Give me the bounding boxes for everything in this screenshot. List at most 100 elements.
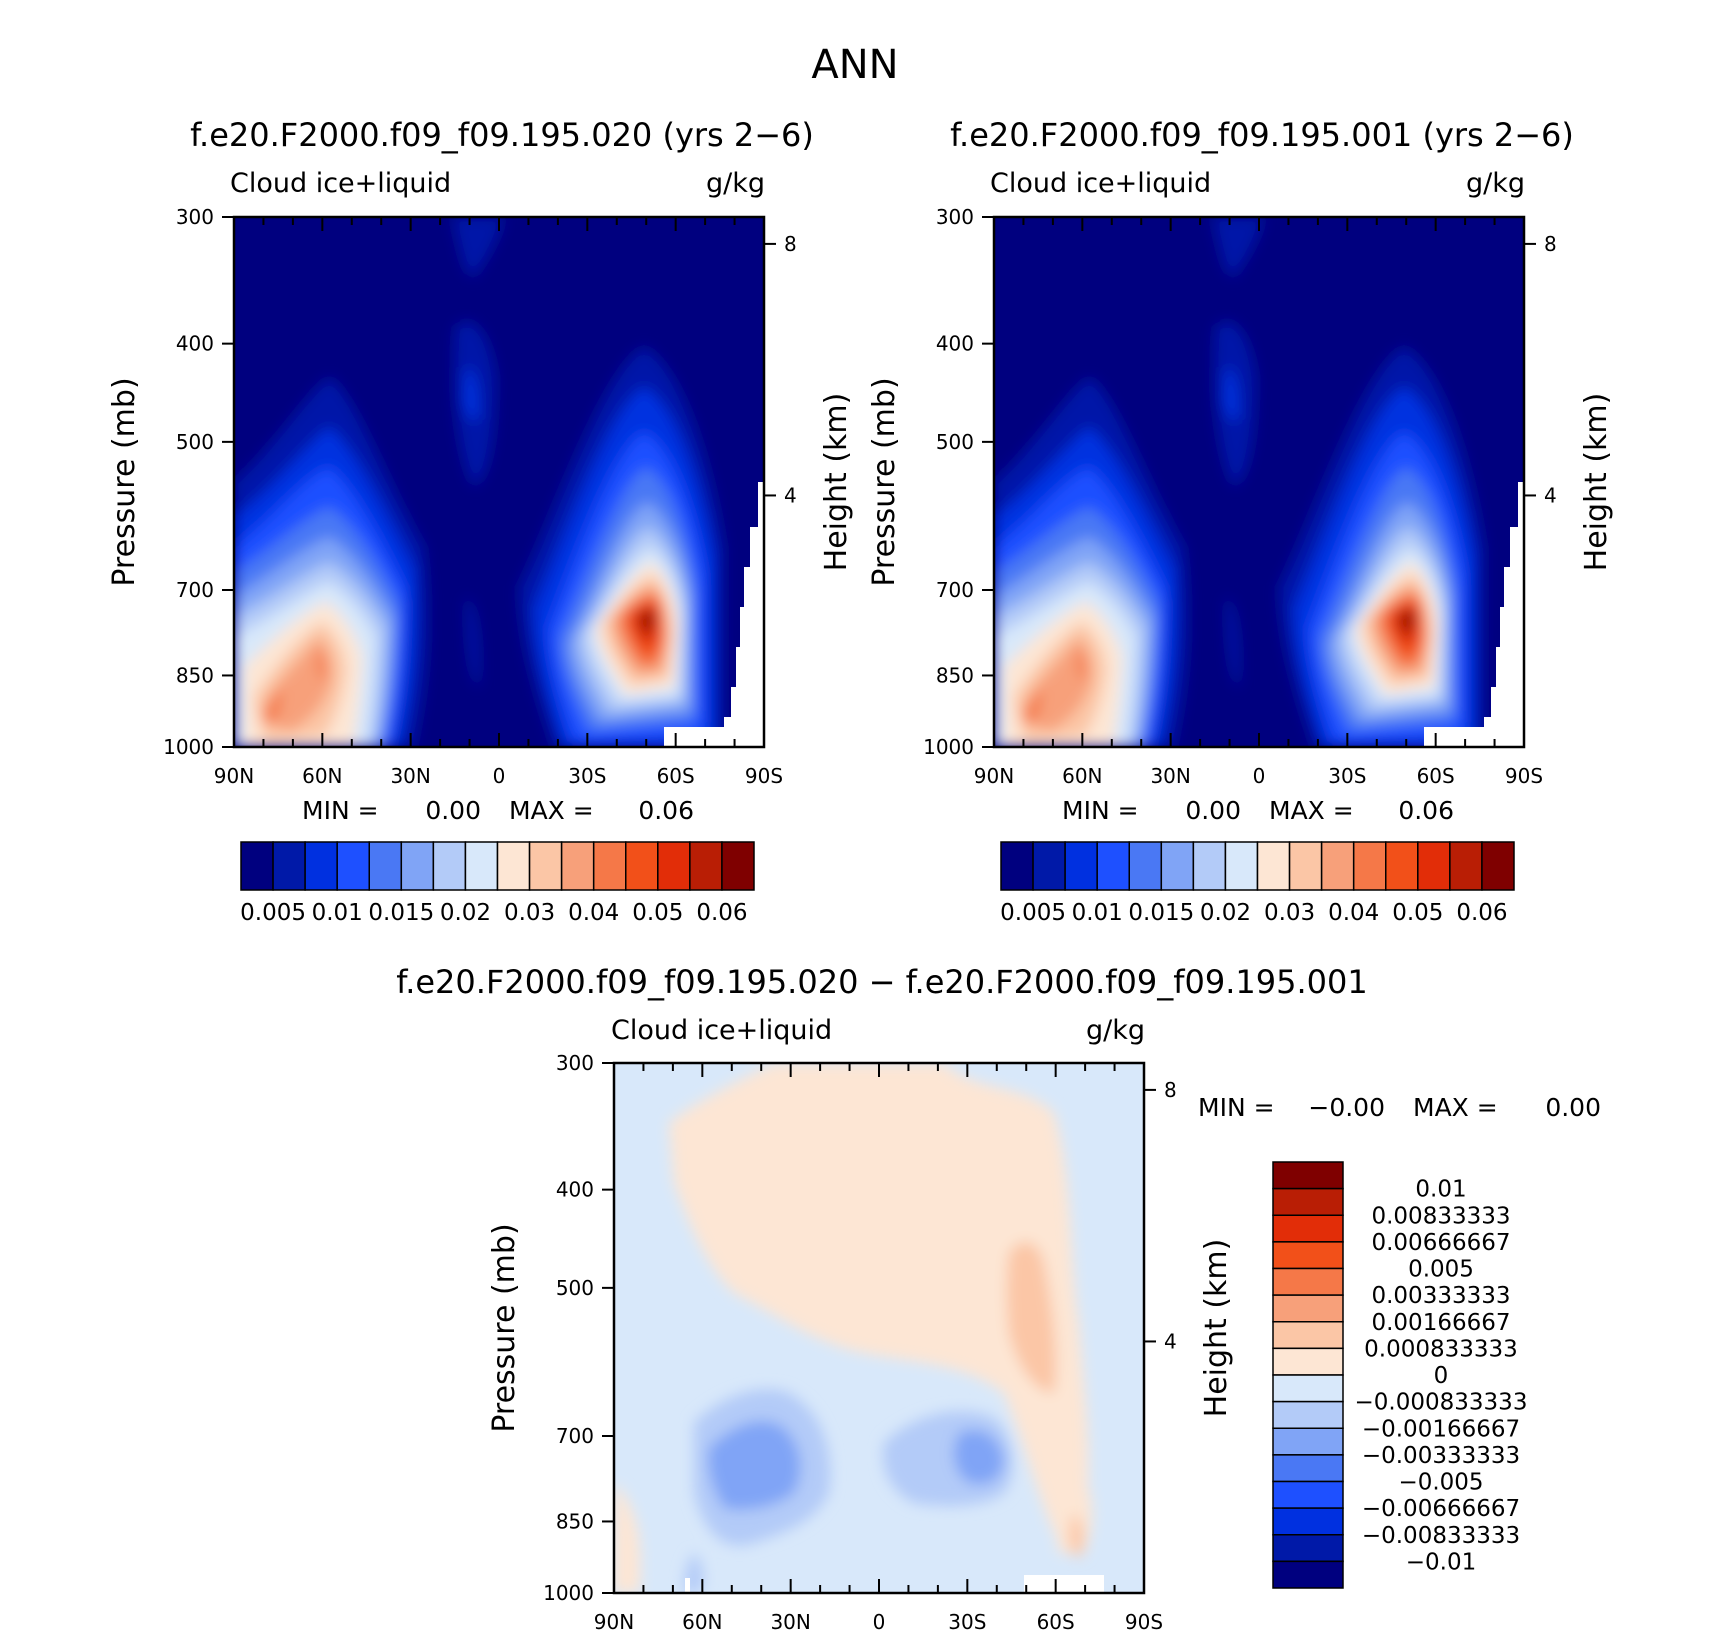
panel-3-min-value: −0.00: [1308, 1093, 1385, 1122]
panel-2-y2-tick-label: 4: [1544, 483, 1557, 507]
panel-2-colorbar-label: 0.01: [1072, 900, 1123, 926]
panel-2-variable-label: Cloud ice+liquid: [990, 168, 1211, 199]
panel-3-colorbar-box: [1272, 1560, 1344, 1589]
panel-2-y2-axis-title: Height (km): [1579, 393, 1614, 572]
panel-3-x-tick-label: 60N: [682, 1610, 722, 1634]
panel-1-x-tick-label: 90S: [745, 764, 783, 788]
panel-1-colorbar-box: [240, 841, 274, 891]
figure-title: ANN: [811, 42, 898, 88]
panel-2-colorbar-label: 0.05: [1392, 900, 1443, 926]
panel-1-colorbar-label: 0.05: [632, 900, 683, 926]
panel-2-colorbar-box: [1288, 841, 1323, 891]
panel-3-max-label: MAX =: [1413, 1093, 1498, 1122]
panel-1-contour-nh-012: [264, 689, 282, 727]
panel-2-missing-data-edge: [1424, 482, 1524, 747]
panel-3-max-value: 0.00: [1545, 1093, 1601, 1122]
panel-1-y2-tick-label: 4: [784, 483, 797, 507]
panel-3-y-tick-label: 300: [556, 1051, 594, 1075]
panel-2-min-label: MIN =: [1062, 796, 1139, 825]
panel-1-x-tick-label: 90N: [214, 764, 254, 788]
panel-2-contour-nh-011: [1077, 647, 1087, 682]
panel-2-y-tick-label: 500: [936, 430, 974, 454]
panel-2-x-tick-label: 60S: [1417, 764, 1455, 788]
panel-3-colorbar-box: [1272, 1267, 1344, 1296]
panel-2-y-axis-title: Pressure (mb): [867, 377, 902, 586]
panel-3-x-tick-label: 90S: [1125, 1610, 1163, 1634]
panel-3-contour-pos-002: [614, 1483, 641, 1593]
panel-3-colorbar-label: 0.00666667: [1371, 1230, 1510, 1256]
panel-2-y-tick-label: 400: [936, 332, 974, 356]
panel-2: f.e20.F2000.f09_f09.195.001 (yrs 2−6) Cl…: [867, 116, 1614, 926]
panel-3: f.e20.F2000.f09_f09.195.020 − f.e20.F200…: [396, 963, 1601, 1634]
panel-1-colorbar-label: 0.06: [696, 900, 747, 926]
panel-3-colorbar-box: [1272, 1347, 1344, 1376]
panel-1-x-tick-label: 60S: [657, 764, 695, 788]
panel-1-min-label: MIN =: [302, 796, 379, 825]
panel-3-contour-pos-001: [669, 1063, 1089, 1533]
panel-2-colorbar-label: 0.06: [1456, 900, 1507, 926]
panel-1-contour-eq-001: [452, 217, 504, 277]
panel-2-colorbar-box: [1096, 841, 1130, 891]
panel-3-x-tick-label: 60S: [1037, 1610, 1075, 1634]
panel-3-colorbar: 0.010.008333330.006666670.0050.003333330…: [1272, 1161, 1528, 1589]
panel-2-x-tick-label: 90S: [1505, 764, 1543, 788]
panel-1-variable-label: Cloud ice+liquid: [230, 168, 451, 199]
panel-2-colorbar-box: [1128, 841, 1163, 891]
panel-3-colorbar-label: −0.000833333: [1355, 1390, 1528, 1416]
panel-2-contour-eq-003: [1224, 367, 1239, 421]
panel-1-x-tick-label: 60N: [302, 764, 342, 788]
panel-2-y-tick-label: 300: [936, 205, 974, 229]
panel-1-y-tick-label: 300: [176, 205, 214, 229]
panel-1-colorbar-box: [304, 841, 338, 891]
panel-2-colorbar-box: [1449, 841, 1483, 891]
panel-1-y-tick-label: 850: [176, 663, 214, 687]
panel-2-colorbar-box: [1256, 841, 1291, 891]
panel-3-y-tick-label: 1000: [543, 1581, 594, 1605]
panel-1-colorbar-box: [496, 841, 531, 891]
panel-3-colorbar-box: [1272, 1507, 1344, 1536]
panel-1-colorbar-label: 0.04: [568, 900, 619, 926]
panel-2-max-value: 0.06: [1398, 796, 1454, 825]
panel-1-colorbar-box: [368, 841, 403, 891]
panel-3-colorbar-label: 0.00333333: [1371, 1283, 1510, 1309]
panel-3-y-axis-title: Pressure (mb): [487, 1223, 522, 1432]
panel-3-contour-pos-004: [1006, 1242, 1056, 1393]
panel-3-colorbar-box: [1272, 1480, 1344, 1509]
panel-2-colorbar-label: 0.04: [1328, 900, 1379, 926]
panel-3-colorbar-label: 0.00833333: [1371, 1203, 1510, 1229]
panel-1-colorbar-box: [432, 841, 467, 891]
panel-2-y-tick-label: 700: [936, 578, 974, 602]
panel-2-y-tick-label: 1000: [923, 735, 974, 759]
panel-3-y-tick-label: 500: [556, 1276, 594, 1300]
panel-3-y2-tick-label: 4: [1164, 1329, 1177, 1353]
panel-1-contour-nh-011: [317, 647, 327, 682]
panel-2-colorbar-box: [1352, 841, 1387, 891]
panel-2-units-label: g/kg: [1466, 168, 1525, 199]
panel-3-colorbar-label: 0.000833333: [1364, 1336, 1518, 1362]
panel-3-colorbar-label: 0: [1434, 1363, 1449, 1389]
panel-1-x-tick-label: 30S: [568, 764, 606, 788]
panel-2-x-tick-label: 60N: [1062, 764, 1102, 788]
panel-3-colorbar-label: 0.01: [1415, 1177, 1466, 1203]
panel-2-colorbar-label: 0.03: [1264, 900, 1315, 926]
panel-2-colorbar-label: 0.005: [1000, 900, 1066, 926]
panel-1-colorbar-label: 0.03: [504, 900, 555, 926]
panel-3-colorbar-box: [1272, 1214, 1344, 1243]
panel-3-colorbar-label: −0.01: [1406, 1549, 1476, 1575]
panel-3-colorbar-box: [1272, 1161, 1344, 1190]
panel-1-colorbar: 0.005 0.01 0.015 0.02 0.03 0.04 0.05 0.06: [240, 841, 755, 926]
panel-3-colorbar-box: [1272, 1294, 1344, 1323]
panel-3-y2-axis-title: Height (km): [1199, 1239, 1234, 1418]
panel-3-min-label: MIN =: [1198, 1093, 1275, 1122]
panel-1: f.e20.F2000.f09_f09.195.020 (yrs 2−6) Cl…: [107, 116, 854, 926]
panel-1-contour-sh-015: [642, 611, 653, 630]
panel-3-title: f.e20.F2000.f09_f09.195.020 − f.e20.F200…: [396, 963, 1368, 1001]
panel-1-x-tick-label: 30N: [390, 764, 430, 788]
panel-3-colorbar-label: −0.00666667: [1362, 1496, 1520, 1522]
panel-1-colorbar-box: [464, 841, 499, 891]
panel-1-colorbar-box: [528, 841, 563, 891]
panel-3-y-tick-label: 850: [556, 1509, 594, 1533]
panel-2-colorbar: 0.005 0.01 0.015 0.02 0.03 0.04 0.05 0.06: [1000, 841, 1515, 926]
panel-1-y-tick-label: 500: [176, 430, 214, 454]
